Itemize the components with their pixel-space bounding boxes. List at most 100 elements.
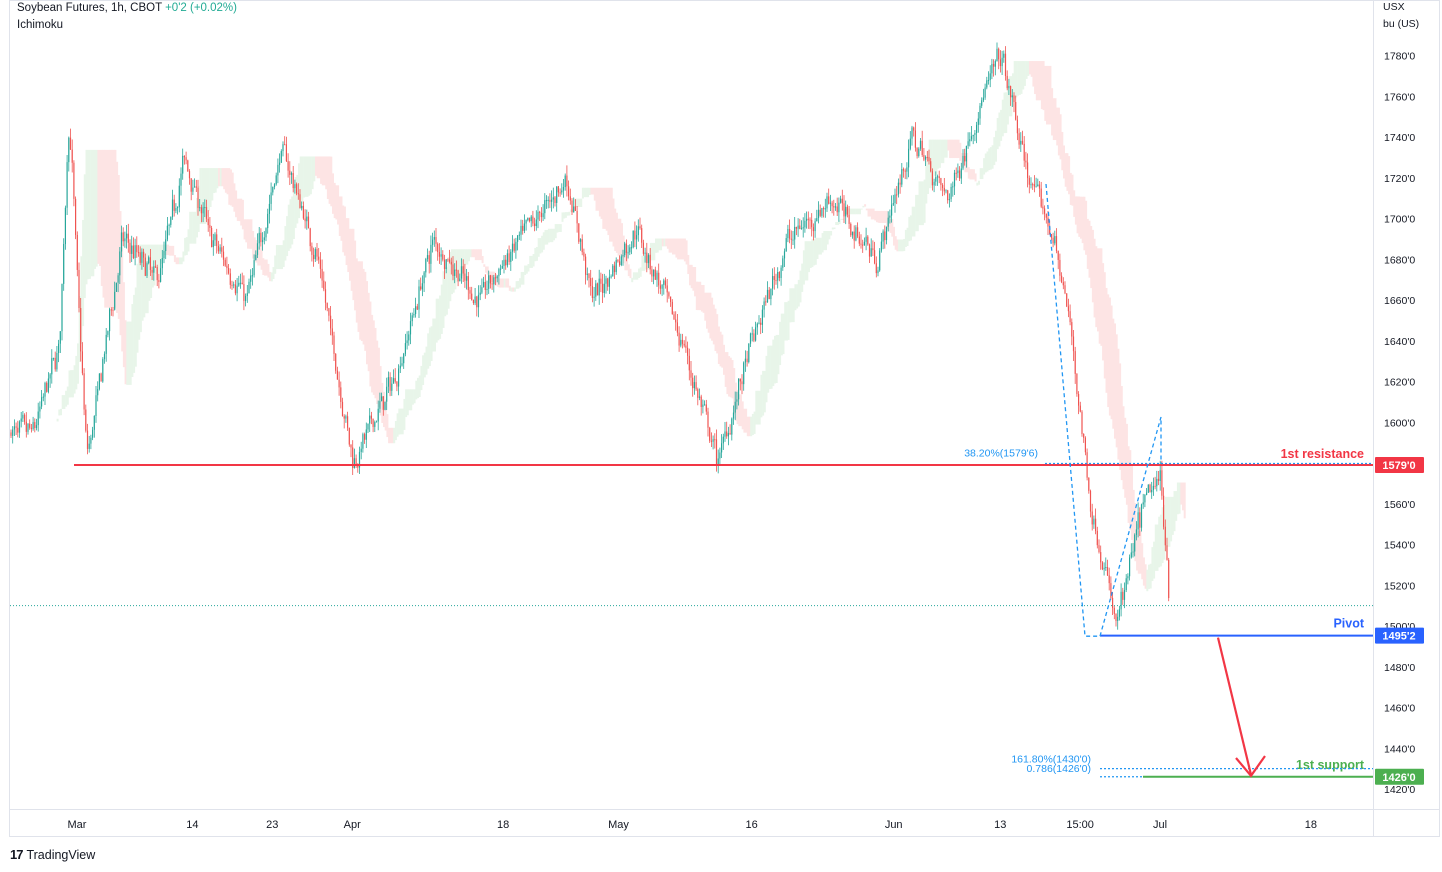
candle-body [520,225,522,235]
candle-body [56,353,58,370]
candle-body [12,429,14,436]
time-tick-label: Jul [1153,819,1167,831]
cloud-segment [462,249,465,276]
cloud-segment [843,208,846,215]
candle-body [799,225,801,229]
cloud-segment [143,244,146,318]
candle-body [700,396,702,407]
cloud-segment [236,198,239,221]
cloud-segment [1137,530,1140,574]
cloud-segment [627,264,630,277]
fib-1618-label: 161.80%(1430'0) [1011,754,1091,766]
candle-body [831,202,833,207]
candle-body [443,259,446,269]
cloud-segment [1076,196,1079,234]
candle-body [195,186,197,188]
cloud-segment [989,147,992,170]
candle-body [556,186,558,203]
candle-body [69,137,72,150]
cloud-segment [87,149,90,280]
candle-body [258,232,260,244]
candle-body [930,161,932,172]
candle-body [63,244,65,284]
candle-body [991,63,993,74]
candle-body [800,228,803,230]
cloud-segment [804,241,807,281]
cloud-segment [309,156,312,195]
candle-body [1069,311,1071,323]
candle-body [1013,95,1015,103]
candle-body [171,199,174,218]
candle-body [398,368,400,387]
cloud-segment [731,360,734,399]
indicator-label[interactable]: Ichimoku [17,19,64,31]
cloud-segment [83,174,86,299]
candle-body [591,286,593,298]
candle-body [545,200,548,202]
candle-body [340,387,342,402]
cloud-segment [581,187,584,199]
cloud-segment [661,238,664,247]
candle-body [1130,552,1132,558]
cloud-segment [99,149,102,267]
cloud-segment [825,231,827,251]
candle-body [1071,322,1073,337]
cloud-segment [876,210,878,223]
candle-body [613,265,616,273]
candle-body [528,217,531,222]
candle-body [289,170,291,175]
candle-body [863,241,865,246]
cloud-segment [206,168,209,217]
cloud-segment [762,370,765,416]
candle-body [857,227,859,237]
candle-body [411,315,413,322]
candle-body [302,205,304,219]
candle-body [1151,489,1153,493]
cloud-segment [502,278,504,288]
cloud-segment [428,327,431,367]
candle-body [617,260,619,262]
candle-body [620,256,622,266]
price-tick-label: 1520'0 [1384,580,1415,592]
candle-body [513,243,515,251]
cloud-segment [133,294,136,373]
candle-body [1001,57,1003,67]
cloud-segment [464,249,467,265]
cloud-segment [94,149,96,269]
candle-body [755,327,757,341]
cloud-segment [636,272,639,280]
cloud-segment [972,169,975,180]
candle-body [141,251,143,263]
cloud-segment [685,240,688,265]
cloud-segment [998,112,1001,147]
candle-body [306,216,308,222]
candle-body [675,319,677,323]
cloud-segment [583,187,586,198]
cloud-segment [830,231,833,236]
cloud-segment [345,218,348,266]
candle-body [379,401,381,409]
cloud-segment [816,237,819,259]
cloud-segment [1047,65,1050,125]
cloud-segment [884,210,887,223]
candle-body [1078,394,1080,406]
cloud-segment [138,244,141,340]
candle-body [355,458,357,465]
cloud-segment [158,244,161,274]
candle-body [37,411,39,426]
candle-body [976,124,978,134]
cloud-segment [889,219,892,233]
cloud-segment [673,238,676,255]
cloud-segment [381,382,384,424]
candle-body [178,185,180,208]
cloud-segment [546,229,549,245]
cloud-segment [116,161,119,313]
candle-body [647,254,650,264]
cloud-segment [853,208,856,215]
fib-382-label: 38.20%(1579'6) [964,448,1038,460]
cloud-segment [649,242,652,261]
annotations: 1st resistance 1579'0 38.20%(1579'6) Pivot 1… [10,183,1424,785]
tradingview-brand[interactable]: 17 TradingView [10,847,95,862]
candle-body [899,182,901,185]
